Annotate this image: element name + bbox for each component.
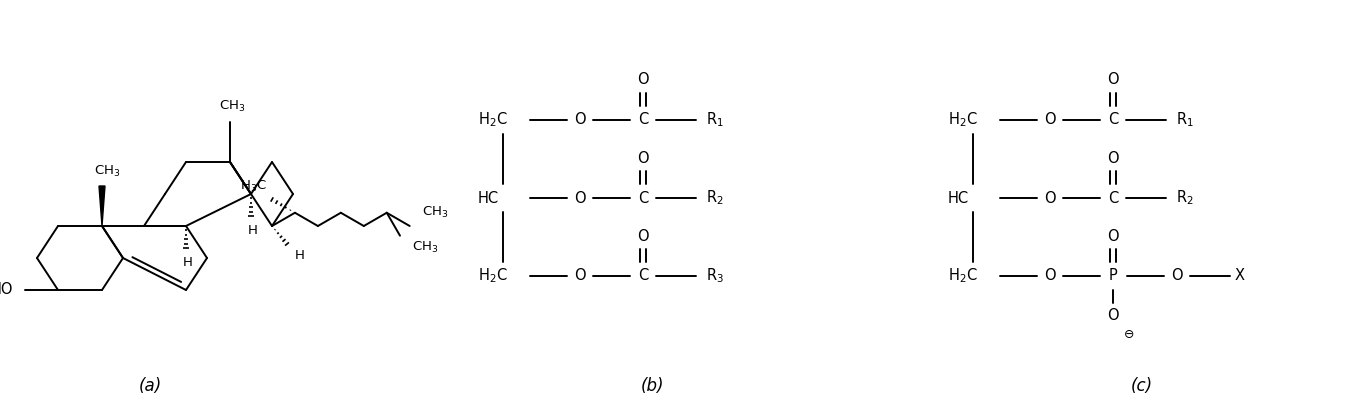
Text: HO: HO xyxy=(0,282,13,297)
Text: O: O xyxy=(1108,308,1118,324)
Text: O: O xyxy=(1171,268,1183,284)
Text: (a): (a) xyxy=(139,377,162,395)
Polygon shape xyxy=(98,186,105,226)
Text: O: O xyxy=(1044,268,1056,284)
Text: ⊖: ⊖ xyxy=(1124,328,1135,341)
Text: O: O xyxy=(637,73,649,87)
Text: CH$_3$: CH$_3$ xyxy=(219,99,246,114)
Text: HC: HC xyxy=(948,191,969,206)
Text: C: C xyxy=(1108,191,1118,206)
Text: H$_2$C: H$_2$C xyxy=(948,267,978,285)
Text: CH$_3$: CH$_3$ xyxy=(94,164,120,179)
Text: R$_2$: R$_2$ xyxy=(706,188,723,207)
Text: C: C xyxy=(1108,113,1118,127)
Text: O: O xyxy=(575,113,585,127)
Text: H$_2$C: H$_2$C xyxy=(948,111,978,129)
Text: O: O xyxy=(575,268,585,284)
Text: C: C xyxy=(638,191,648,206)
Text: (c): (c) xyxy=(1130,377,1153,395)
Text: R$_3$: R$_3$ xyxy=(706,267,724,285)
Text: H$_3$C: H$_3$C xyxy=(240,178,267,193)
Text: (b): (b) xyxy=(641,377,664,395)
Text: O: O xyxy=(1108,228,1118,244)
Text: O: O xyxy=(575,191,585,206)
Text: C: C xyxy=(638,113,648,127)
Text: R$_1$: R$_1$ xyxy=(706,111,724,129)
Text: H$_2$C: H$_2$C xyxy=(478,111,507,129)
Text: O: O xyxy=(1044,113,1056,127)
Text: O: O xyxy=(637,151,649,166)
Text: O: O xyxy=(637,228,649,244)
Text: H: H xyxy=(183,256,193,269)
Text: X: X xyxy=(1234,268,1245,284)
Text: O: O xyxy=(1044,191,1056,206)
Text: CH$_3$: CH$_3$ xyxy=(422,205,448,220)
Text: O: O xyxy=(1108,151,1118,166)
Text: CH$_3$: CH$_3$ xyxy=(411,239,438,255)
Text: H$_2$C: H$_2$C xyxy=(478,267,507,285)
Text: H: H xyxy=(248,224,258,237)
Text: P: P xyxy=(1109,268,1117,284)
Text: H: H xyxy=(295,249,305,262)
Text: O: O xyxy=(1108,73,1118,87)
Text: HC: HC xyxy=(478,191,499,206)
Text: R$_1$: R$_1$ xyxy=(1176,111,1194,129)
Text: R$_2$: R$_2$ xyxy=(1176,188,1194,207)
Text: C: C xyxy=(638,268,648,284)
